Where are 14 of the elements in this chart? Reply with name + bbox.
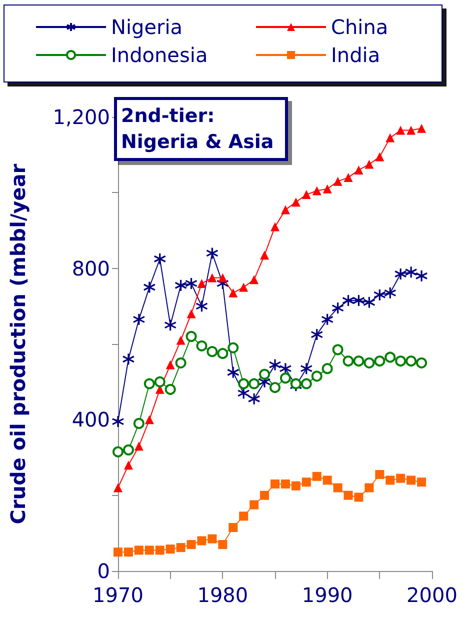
legend-label: Indonesia: [111, 43, 208, 67]
y-axis-title: Crude oil production (mbbl/year: [6, 164, 30, 524]
x-tick-label: 1990: [302, 583, 353, 607]
legend-label: Nigeria: [111, 15, 183, 39]
x-tick-label: 1980: [197, 583, 248, 607]
x-tick-label: 2000: [406, 583, 458, 607]
chart-title: 2nd-tier: Nigeria & Asia: [121, 105, 274, 153]
x-tick-label: 1970: [92, 583, 144, 607]
y-tick-label: 400: [72, 408, 110, 432]
legend-label: China: [331, 15, 388, 39]
legend-label: India: [331, 43, 380, 67]
y-tick-label: 0: [97, 559, 110, 583]
y-tick-label: 800: [72, 256, 110, 280]
y-tick-label: 1,200: [52, 105, 110, 129]
